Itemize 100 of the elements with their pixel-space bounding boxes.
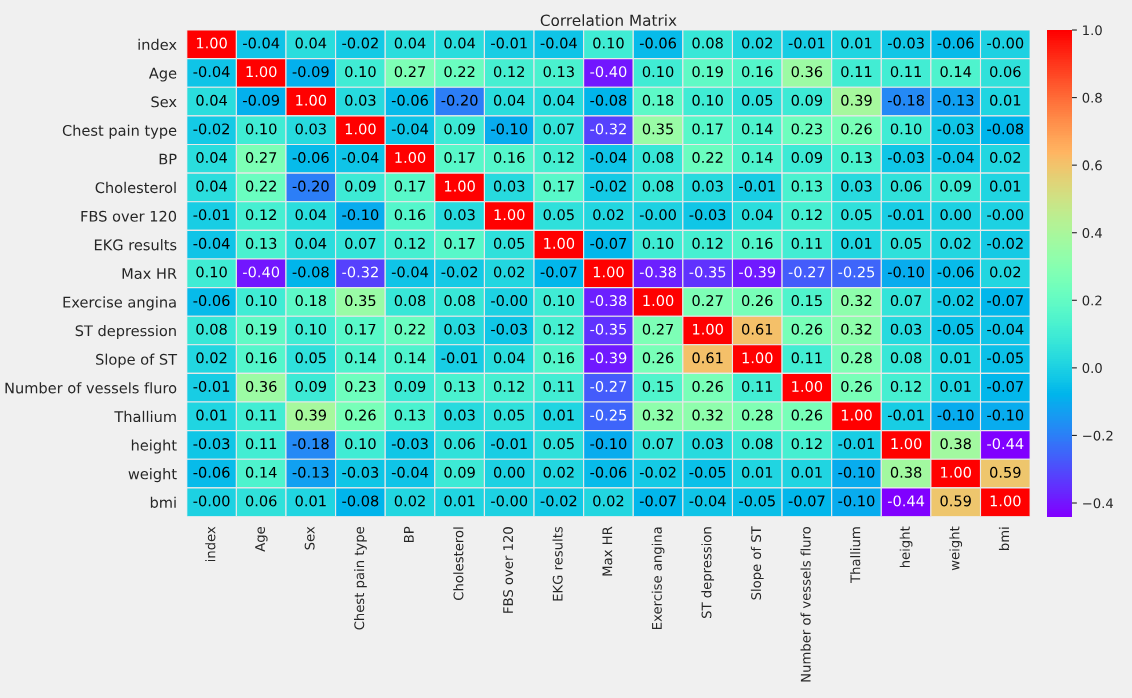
data-label: -0.01 bbox=[193, 380, 230, 392]
data-label: 0.13 bbox=[245, 237, 277, 249]
data-label: 0.13 bbox=[791, 180, 822, 192]
data-label: -0.07 bbox=[788, 495, 825, 507]
data-label: 1.00 bbox=[841, 409, 872, 421]
data-label: -0.03 bbox=[887, 37, 924, 49]
data-label: -0.10 bbox=[887, 266, 924, 278]
data-label: 0.19 bbox=[245, 323, 277, 335]
data-label: -0.01 bbox=[788, 37, 825, 49]
data-label: -0.13 bbox=[937, 94, 974, 106]
y-tick-label: bmi bbox=[150, 496, 176, 508]
data-label: -0.09 bbox=[243, 94, 280, 106]
x-tick-label: Thallium bbox=[850, 527, 861, 583]
data-label: -0.01 bbox=[441, 352, 478, 364]
data-label: 0.32 bbox=[642, 409, 673, 421]
data-label: 0.04 bbox=[742, 209, 773, 221]
data-label: 0.03 bbox=[890, 323, 922, 335]
data-label: 0.00 bbox=[493, 466, 525, 478]
y-tick-label: Age bbox=[148, 67, 177, 82]
data-label: 0.14 bbox=[345, 352, 376, 364]
data-label: 1.00 bbox=[395, 152, 426, 164]
data-label: 0.09 bbox=[444, 466, 475, 478]
data-label: 0.01 bbox=[742, 466, 773, 478]
data-label: 0.02 bbox=[543, 466, 574, 478]
y-tick-label: FBS over 120 bbox=[81, 210, 177, 222]
data-label: -0.04 bbox=[937, 152, 974, 164]
y-tick-label: EKG results bbox=[94, 239, 177, 251]
data-label: 0.22 bbox=[692, 152, 723, 164]
data-label: 0.10 bbox=[345, 66, 376, 78]
data-label: 0.14 bbox=[394, 352, 426, 364]
color-bar-label: −0.4 bbox=[1083, 498, 1114, 509]
data-label: -0.18 bbox=[292, 438, 329, 450]
data-label: 0.09 bbox=[295, 380, 327, 392]
x-tick-label: index bbox=[205, 526, 216, 562]
data-label: 0.10 bbox=[295, 323, 327, 335]
y-tick-label: Thallium bbox=[114, 410, 176, 423]
data-label: 0.01 bbox=[841, 237, 872, 249]
data-label: 0.12 bbox=[245, 209, 276, 221]
x-tick-label: Cholesterol bbox=[453, 527, 464, 600]
data-label: 1.00 bbox=[792, 380, 823, 392]
data-label: -0.40 bbox=[243, 266, 280, 278]
data-label: 0.27 bbox=[642, 323, 674, 335]
data-label: -0.07 bbox=[590, 237, 627, 249]
data-label: 0.26 bbox=[692, 380, 723, 392]
data-label: 0.11 bbox=[890, 66, 921, 78]
y-tick-label: weight bbox=[128, 468, 177, 483]
data-label: 0.27 bbox=[245, 152, 277, 164]
data-label: -0.02 bbox=[590, 180, 626, 192]
data-label: -0.03 bbox=[342, 466, 379, 478]
x-tick-label: height bbox=[899, 526, 913, 568]
data-label: 0.06 bbox=[245, 495, 277, 507]
data-label: 0.09 bbox=[345, 180, 376, 192]
y-tick-label: Max HR bbox=[122, 268, 177, 280]
x-tick-label: bmi bbox=[998, 527, 1010, 550]
chart-title: Correlation Matrix bbox=[540, 14, 677, 27]
data-label: 0.04 bbox=[543, 94, 575, 106]
data-label: 0.01 bbox=[990, 180, 1021, 192]
data-label: 0.32 bbox=[841, 295, 872, 307]
data-label: 0.09 bbox=[791, 94, 823, 106]
data-label: 0.10 bbox=[593, 37, 624, 49]
data-label: 0.12 bbox=[394, 237, 425, 249]
y-tick-label: BP bbox=[159, 153, 177, 165]
x-tick-label: BP bbox=[404, 526, 414, 542]
color-bar-label: 0.8 bbox=[1082, 92, 1102, 103]
y-tick-label: Number of vessels fluro bbox=[5, 382, 177, 394]
data-label: -0.00 bbox=[193, 495, 230, 507]
data-label: 0.27 bbox=[692, 295, 723, 307]
data-label: 0.17 bbox=[444, 152, 475, 164]
data-label: 0.10 bbox=[345, 438, 376, 450]
data-label: 0.01 bbox=[444, 495, 475, 507]
data-label: 0.16 bbox=[742, 237, 773, 249]
data-label: 0.04 bbox=[196, 180, 227, 192]
data-label: 0.01 bbox=[990, 94, 1021, 106]
data-label: 0.11 bbox=[841, 66, 872, 78]
data-label: -0.18 bbox=[887, 94, 924, 106]
data-label: 0.02 bbox=[493, 266, 525, 278]
data-label: 0.17 bbox=[345, 323, 376, 335]
data-label: 0.28 bbox=[742, 409, 773, 421]
data-label: 0.03 bbox=[345, 94, 376, 106]
data-label: 1.00 bbox=[941, 466, 971, 478]
data-label: 0.32 bbox=[841, 323, 872, 335]
data-label: -0.00 bbox=[491, 495, 528, 507]
data-label: -0.04 bbox=[689, 495, 726, 507]
data-label: 0.12 bbox=[543, 323, 574, 335]
data-label: 0.04 bbox=[394, 37, 426, 49]
data-label: 1.00 bbox=[296, 94, 327, 106]
data-label: 0.18 bbox=[295, 295, 327, 307]
data-label: 0.12 bbox=[791, 209, 822, 221]
data-label: 0.03 bbox=[444, 209, 475, 221]
data-label: 0.16 bbox=[493, 152, 525, 164]
data-label: -0.01 bbox=[887, 409, 924, 421]
x-tick-label: Exercise angina bbox=[651, 527, 665, 629]
y-tick-label: Cholesterol bbox=[95, 181, 176, 194]
color-bar-label: 0.0 bbox=[1082, 363, 1102, 374]
data-label: 0.11 bbox=[742, 380, 773, 392]
data-label: 0.08 bbox=[890, 352, 922, 364]
data-label: -0.35 bbox=[590, 323, 627, 335]
data-label: 0.16 bbox=[543, 352, 575, 364]
data-label: 0.05 bbox=[742, 94, 773, 106]
data-label: 0.14 bbox=[742, 123, 773, 135]
